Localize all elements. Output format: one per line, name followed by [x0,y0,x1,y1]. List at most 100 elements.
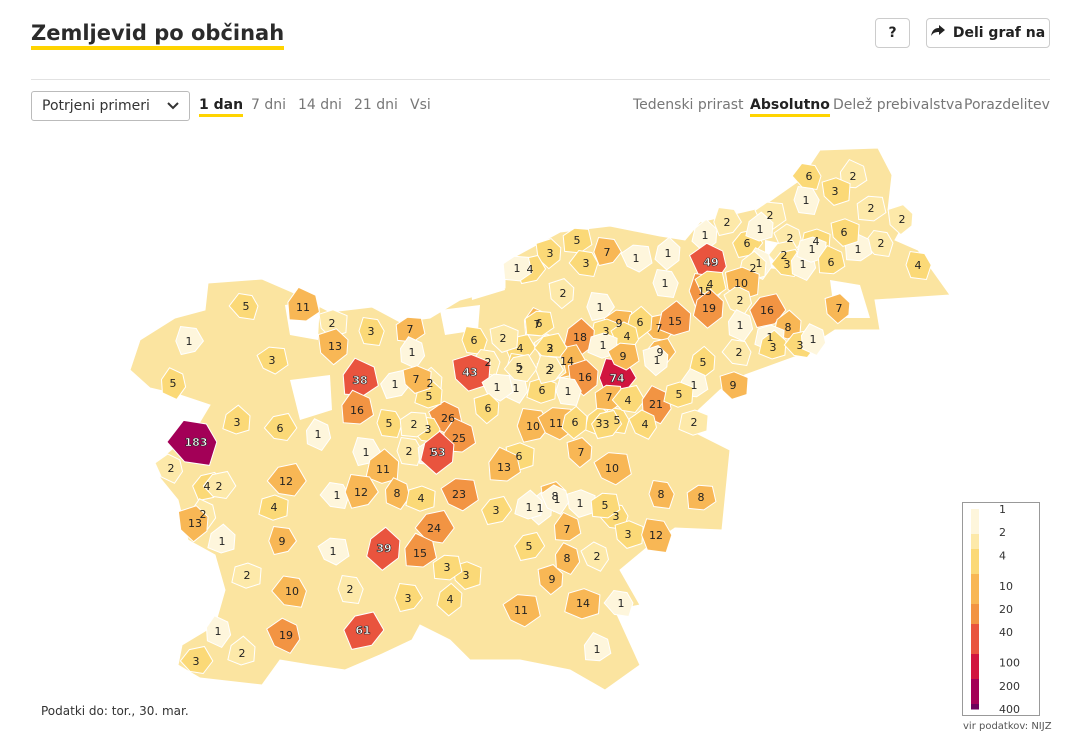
municipality-region[interactable] [154,453,184,484]
municipality-region[interactable] [719,371,749,400]
municipality-region[interactable] [205,615,232,649]
municipality-region[interactable] [358,316,385,347]
municipality-region[interactable] [503,353,538,383]
municipality-region[interactable] [713,206,743,237]
tab-vsi[interactable]: Vsi [410,97,431,113]
municipality-region[interactable] [263,412,298,442]
municipality-region[interactable] [266,462,307,497]
municipality-region[interactable] [343,611,385,650]
municipality-region[interactable] [821,177,851,206]
municipality-region[interactable] [432,554,463,581]
municipality-region[interactable] [654,236,681,271]
municipality-region[interactable] [905,250,932,281]
municipality-region[interactable] [452,353,491,392]
municipality-region[interactable] [394,582,424,613]
municipality-region[interactable] [402,365,432,394]
municipality-region[interactable] [620,244,653,273]
municipality-region[interactable] [227,635,256,666]
municipality-region[interactable] [580,541,610,572]
tab-14-dni[interactable]: 14 dni [298,97,342,113]
municipality-region[interactable] [678,409,709,436]
municipality-region[interactable] [555,376,582,407]
tab-porazdelitev[interactable]: Porazdelitev [964,97,1050,113]
municipality-region[interactable] [535,354,565,385]
municipality-region[interactable] [287,286,321,322]
tab-tedenski-prirast[interactable]: Tedenski prirast [633,97,744,113]
municipality-region[interactable] [593,452,632,486]
municipality-region[interactable] [583,631,612,662]
municipality-region[interactable] [231,562,262,589]
municipality-region[interactable] [319,481,350,510]
municipality-region[interactable] [642,345,669,377]
municipality-region[interactable] [436,582,463,617]
municipality-region[interactable] [568,249,599,278]
municipality-region[interactable] [611,384,646,414]
municipality-region[interactable] [502,255,533,282]
tab-21-dni[interactable]: 21 dni [354,97,398,113]
share-button[interactable]: Deli graf na [926,18,1050,48]
tab-absolutno[interactable]: Absolutno [750,96,830,117]
municipality-region[interactable] [800,323,827,357]
municipality-region[interactable] [160,367,187,401]
municipality-region[interactable] [514,489,543,520]
municipality-region[interactable] [268,525,298,556]
municipality-region[interactable] [540,484,570,515]
municipality-region[interactable] [473,393,500,425]
municipality-region[interactable] [514,531,546,562]
municipality-region[interactable] [222,404,251,435]
metric-select[interactable]: Potrjeni primeri [31,91,190,121]
municipality-region[interactable] [365,448,400,484]
tab-7-dni[interactable]: 7 dni [251,97,287,113]
municipality-region[interactable] [489,324,519,353]
municipality-region[interactable] [266,617,301,654]
municipality-region[interactable] [566,489,596,518]
municipality-region[interactable] [376,408,403,439]
municipality-region[interactable] [554,542,581,576]
municipality-region[interactable] [404,532,438,568]
municipality-region[interactable] [657,300,692,336]
municipality-region[interactable] [440,478,479,512]
municipality-region[interactable] [166,419,218,466]
municipality-region[interactable] [228,292,259,321]
municipality-region[interactable] [420,430,455,475]
municipality-region[interactable] [887,204,914,236]
municipality-region[interactable] [526,377,557,404]
municipality-region[interactable] [548,278,575,310]
municipality-region[interactable] [366,526,401,571]
municipality-region[interactable] [317,537,350,566]
municipality-region[interactable] [603,589,634,618]
municipality-region[interactable] [399,411,430,438]
municipality-region[interactable] [607,342,640,371]
municipality-region[interactable] [175,325,205,356]
municipality-region[interactable] [207,523,236,554]
municipality-region[interactable] [537,564,564,596]
municipality-region[interactable] [817,244,846,275]
municipality-region[interactable] [481,495,513,526]
municipality-region[interactable] [758,329,787,360]
municipality-region[interactable] [561,405,588,440]
municipality-region[interactable] [686,484,717,511]
municipality-region[interactable] [856,195,887,222]
municipality-region[interactable] [830,218,860,247]
municipality-region[interactable] [271,575,307,608]
municipality-region[interactable] [591,409,623,440]
municipality-region[interactable] [614,520,644,549]
municipality-region[interactable] [628,409,658,440]
municipality-region[interactable] [721,338,752,367]
municipality-region[interactable] [745,211,774,242]
municipality-region[interactable] [256,346,289,375]
municipality-region[interactable] [337,574,364,605]
municipality-region[interactable] [405,485,436,512]
municipality-region[interactable] [524,310,555,337]
municipality-region[interactable] [502,594,541,628]
municipality-region[interactable] [648,479,675,510]
municipality-region[interactable] [590,492,621,519]
municipality-region[interactable] [793,185,820,216]
tab-1-dan[interactable]: 1 dan [199,96,244,117]
municipality-region[interactable] [384,477,411,511]
municipality-region[interactable] [692,288,724,329]
municipality-region[interactable] [839,158,868,189]
municipality-region[interactable] [488,446,522,482]
municipality-region[interactable] [796,236,827,263]
municipality-region[interactable] [663,381,694,408]
